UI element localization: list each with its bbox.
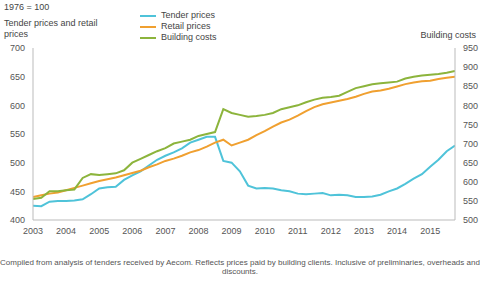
svg-text:2006: 2006 (122, 226, 142, 236)
html-text:1976 = 100: 1976 = 100 (4, 2, 50, 12)
html-text:prices: prices (4, 29, 28, 39)
svg-text:750: 750 (463, 120, 472, 130)
svg-text:2009: 2009 (222, 226, 242, 236)
svg-text:2005: 2005 (89, 226, 109, 236)
svg-text:2012: 2012 (321, 226, 341, 236)
svg-text:700: 700 (463, 139, 472, 149)
svg-text:2004: 2004 (56, 226, 76, 236)
svg-text:2013: 2013 (354, 226, 374, 236)
svg-text:600: 600 (10, 101, 25, 111)
html-text:Tender prices: Tender prices (161, 10, 215, 20)
svg-text:450: 450 (10, 187, 25, 197)
svg-text:2003: 2003 (23, 226, 43, 236)
svg-text:500: 500 (463, 215, 472, 225)
svg-text:500: 500 (10, 158, 25, 168)
html-text:Compiled from analysis of tend: Compiled from analysis of tenders receiv… (0, 258, 480, 276)
svg-text:650: 650 (463, 158, 472, 168)
svg-text:550: 550 (10, 129, 25, 139)
html-text:Retail prices: Retail prices (161, 21, 211, 31)
svg-text:2015: 2015 (420, 226, 440, 236)
svg-text:800: 800 (463, 101, 472, 111)
svg-text:650: 650 (10, 72, 25, 82)
svg-text:2007: 2007 (155, 226, 175, 236)
html-text:Building costs: Building costs (420, 30, 476, 40)
svg-text:600: 600 (463, 177, 472, 187)
svg-text:900: 900 (463, 62, 472, 72)
svg-text:2014: 2014 (387, 226, 407, 236)
html-text:Building costs: Building costs (161, 32, 217, 42)
html-text:Tender prices and retail: Tender prices and retail (4, 18, 98, 28)
svg-text:550: 550 (463, 196, 472, 206)
svg-text:700: 700 (10, 43, 25, 53)
svg-text:400: 400 (10, 215, 25, 225)
svg-text:950: 950 (463, 43, 472, 53)
svg-text:2011: 2011 (288, 226, 307, 236)
svg-text:2010: 2010 (255, 226, 275, 236)
svg-text:2008: 2008 (188, 226, 208, 236)
svg-text:850: 850 (463, 81, 472, 91)
